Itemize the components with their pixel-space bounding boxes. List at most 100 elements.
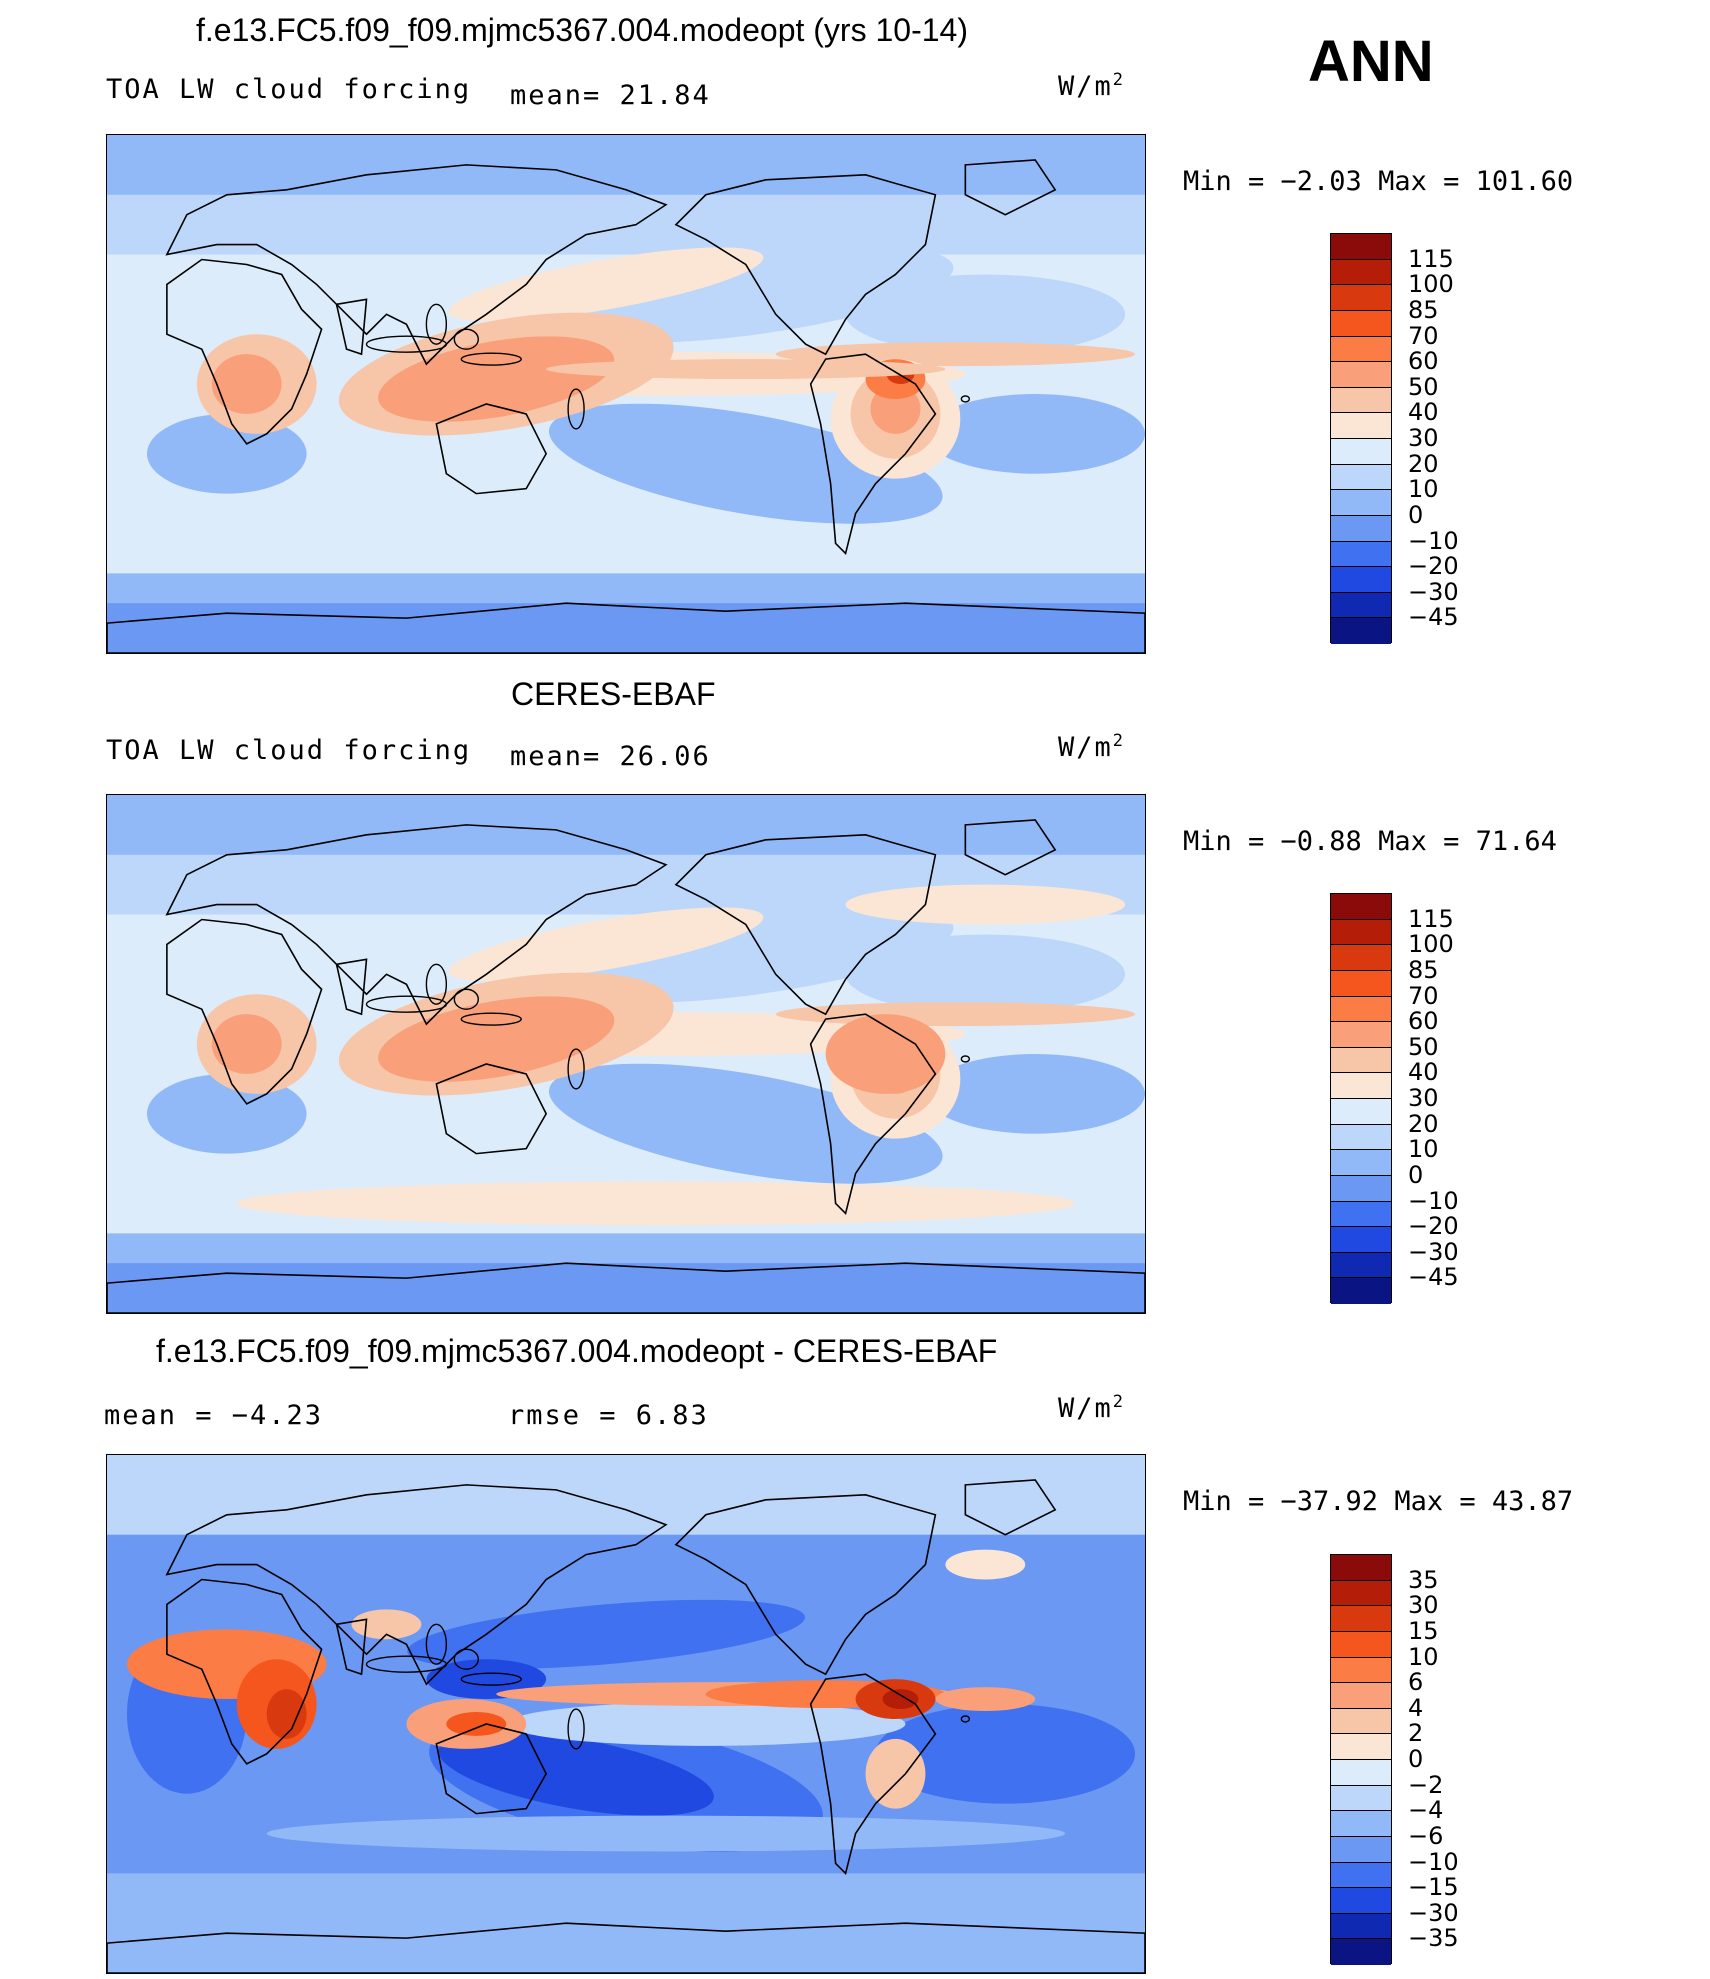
colorbar-tick-label: 15 [1408, 1616, 1439, 1645]
colorbar-tick-label: −10 [1408, 526, 1459, 555]
panel1-colorbar [1330, 233, 1392, 644]
colorbar-tick-label: 0 [1408, 500, 1424, 529]
colorbar-swatch [1331, 1811, 1391, 1837]
colorbar-swatch [1331, 387, 1391, 414]
colorbar-swatch [1331, 1555, 1391, 1581]
panel2-mean-label: mean= 26.06 [510, 741, 711, 772]
colorbar-tick-label: −30 [1408, 1898, 1459, 1927]
colorbar-swatch [1331, 1734, 1391, 1760]
colorbar-tick-label: 70 [1408, 321, 1439, 350]
colorbar-tick-label: 70 [1408, 981, 1439, 1010]
colorbar-swatch [1331, 336, 1391, 363]
panel2-colorbar [1330, 893, 1392, 1304]
colorbar-tick-label: 2 [1408, 1719, 1424, 1748]
colorbar-swatch [1331, 1760, 1391, 1786]
colorbar-swatch [1331, 1862, 1391, 1889]
colorbar-tick-label: −4 [1408, 1796, 1444, 1825]
colorbar-tick-label: 4 [1408, 1693, 1424, 1722]
colorbar-tick-label: 30 [1408, 1084, 1439, 1112]
colorbar-swatch [1331, 919, 1391, 946]
colorbar-swatch [1331, 490, 1391, 516]
colorbar-tick-label: −30 [1408, 1237, 1459, 1266]
colorbar-swatch [1331, 464, 1391, 491]
colorbar-tick-label: −6 [1408, 1821, 1444, 1850]
panel2-minmax: Min = −0.88 Max = 71.64 [1183, 826, 1557, 857]
panel3-units-label: W/m2 [1058, 1392, 1126, 1424]
colorbar-tick-label: −30 [1408, 577, 1459, 606]
colorbar-swatch [1331, 1683, 1391, 1709]
colorbar-tick-label: 40 [1408, 398, 1439, 427]
colorbar-tick-label: −2 [1408, 1770, 1444, 1799]
colorbar-tick-label: 40 [1408, 1058, 1439, 1087]
colorbar-tick-label: −10 [1408, 1186, 1459, 1215]
panel3-map [106, 1454, 1146, 1974]
colorbar-tick-label: 20 [1408, 1109, 1439, 1138]
colorbar-tick-label: −20 [1408, 1212, 1459, 1241]
colorbar-swatch [1331, 1657, 1391, 1684]
colorbar-swatch [1331, 310, 1391, 337]
colorbar-tick-label: 20 [1408, 449, 1439, 478]
colorbar-tick-label: 100 [1408, 270, 1454, 299]
panel3-title: f.e13.FC5.f09_f09.mjmc5367.004.modeopt -… [156, 1333, 998, 1369]
colorbar-swatch [1331, 285, 1391, 311]
panel3-rmse-label: rmse = 6.83 [508, 1400, 709, 1431]
colorbar-tick-label: 60 [1408, 1007, 1439, 1036]
colorbar-swatch [1331, 1227, 1391, 1253]
colorbar-swatch [1331, 1631, 1391, 1658]
colorbar-tick-label: 50 [1408, 1032, 1439, 1061]
colorbar-swatch [1331, 1836, 1391, 1863]
colorbar-swatch [1331, 413, 1391, 439]
colorbar-tick-label: 85 [1408, 295, 1439, 324]
colorbar-tick-label: 10 [1408, 1135, 1439, 1164]
colorbar-swatch [1331, 1201, 1391, 1228]
colorbar-swatch [1331, 1785, 1391, 1812]
season-label: ANN [1308, 29, 1434, 94]
colorbar-swatch [1331, 970, 1391, 997]
colorbar-tick-label: 60 [1408, 347, 1439, 376]
panel1-minmax: Min = −2.03 Max = 101.60 [1183, 166, 1574, 197]
colorbar-swatch [1331, 1888, 1391, 1914]
colorbar-tick-label: −15 [1408, 1873, 1459, 1902]
colorbar-swatch [1331, 1939, 1391, 1965]
colorbar-tick-label: 115 [1408, 244, 1454, 273]
colorbar-swatch [1331, 894, 1391, 920]
colorbar-swatch [1331, 1913, 1391, 1940]
panel1-variable-label: TOA LW cloud forcing [106, 74, 472, 105]
colorbar-swatch [1331, 1022, 1391, 1048]
colorbar-tick-label: 115 [1408, 904, 1454, 933]
colorbar-swatch [1331, 515, 1391, 542]
colorbar-swatch [1331, 439, 1391, 465]
colorbar-swatch [1331, 259, 1391, 286]
panel2-variable-label: TOA LW cloud forcing [106, 735, 472, 766]
colorbar-swatch [1331, 541, 1391, 568]
colorbar-swatch [1331, 234, 1391, 260]
colorbar-swatch [1331, 567, 1391, 593]
colorbar-tick-label: −35 [1408, 1924, 1459, 1953]
colorbar-swatch [1331, 1099, 1391, 1125]
colorbar-tick-label: 0 [1408, 1160, 1424, 1189]
colorbar-tick-label: 10 [1408, 1642, 1439, 1671]
panel1-title: f.e13.FC5.f09_f09.mjmc5367.004.modeopt (… [196, 12, 968, 48]
colorbar-tick-label: −10 [1408, 1847, 1459, 1876]
panel3-mean-label: mean = −4.23 [104, 1400, 324, 1431]
colorbar-tick-label: −45 [1408, 1263, 1459, 1292]
panel2-units-label: W/m2 [1058, 731, 1126, 763]
colorbar-swatch [1331, 1606, 1391, 1632]
colorbar-tick-label: 10 [1408, 475, 1439, 504]
panel2-title: CERES-EBAF [511, 676, 716, 712]
colorbar-swatch [1331, 618, 1391, 644]
panel3-colorbar [1330, 1554, 1392, 1965]
colorbar-swatch [1331, 1278, 1391, 1304]
colorbar-swatch [1331, 996, 1391, 1023]
colorbar-swatch [1331, 1252, 1391, 1279]
colorbar-swatch [1331, 1150, 1391, 1176]
colorbar-swatch [1331, 1124, 1391, 1151]
colorbar-tick-label: 30 [1408, 424, 1439, 452]
colorbar-swatch [1331, 1580, 1391, 1607]
colorbar-swatch [1331, 592, 1391, 619]
colorbar-tick-label: 50 [1408, 372, 1439, 401]
colorbar-tick-label: 30 [1408, 1591, 1439, 1620]
panel1-map [106, 134, 1146, 654]
colorbar-swatch [1331, 945, 1391, 971]
colorbar-tick-label: −20 [1408, 552, 1459, 581]
